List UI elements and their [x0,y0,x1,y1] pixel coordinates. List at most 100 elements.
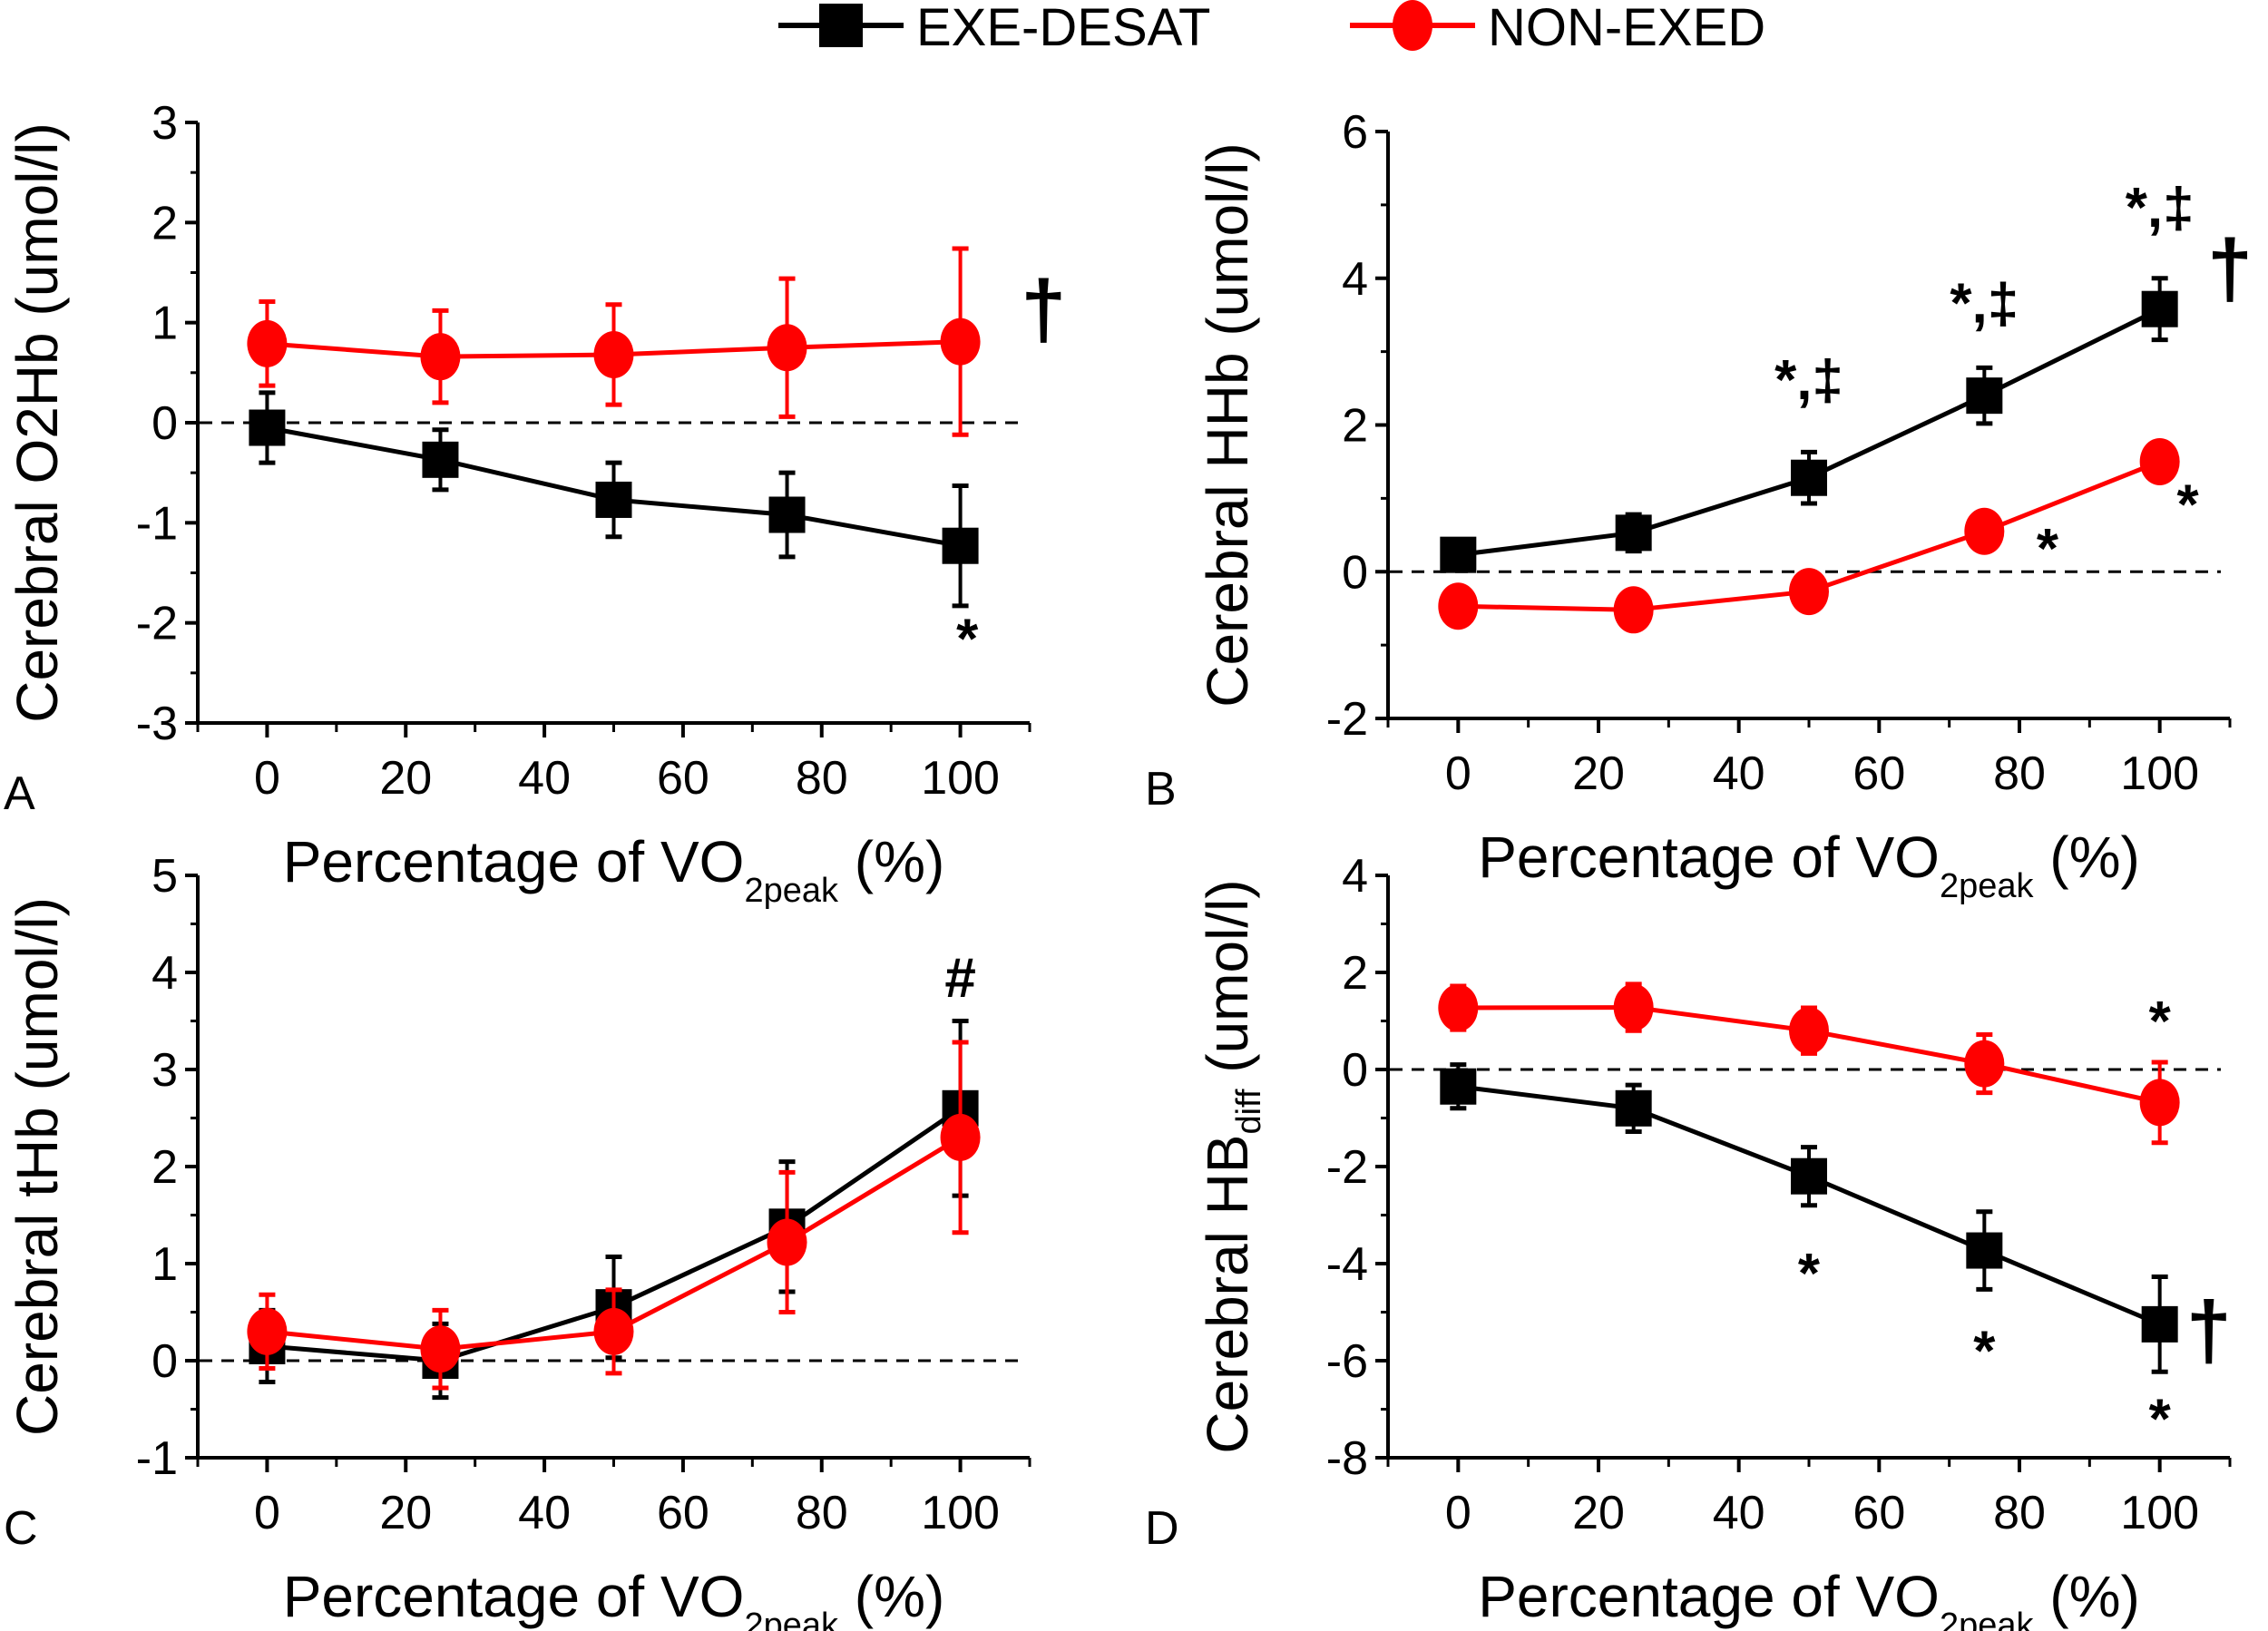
significance-annotation: * [956,608,979,670]
y-tick-label: -1 [136,1432,178,1485]
x-tick-label: 40 [1713,1487,1765,1539]
x-tick-label: 100 [921,752,1000,805]
significance-annotation: * [1973,1321,1996,1383]
significance-annotation: * [2149,991,2172,1053]
y-tick-label: -4 [1326,1238,1368,1291]
data-point-square [1615,1089,1652,1127]
data-point-square [942,527,979,564]
y-tick-label: 2 [152,1141,178,1194]
data-point-circle [1964,507,2005,555]
data-point-square [1791,1157,1827,1195]
legend: EXE-DESAT NON-EXED [778,0,1765,57]
data-point-square [1615,514,1652,552]
y-tick-label: 3 [152,1044,178,1097]
y-axis-title: Cerebral HBdiff (umol/l) [1195,879,1268,1453]
x-tick-label: 40 [518,752,571,805]
y-tick-label: -3 [136,698,178,750]
y-axis-title: Cerebral O2Hb (umol/l) [5,122,70,723]
data-point-square [422,441,459,478]
series-non-exed [247,1040,981,1391]
y-tick-label: 0 [1342,546,1368,599]
significance-annotation: *,‡ [2126,177,2195,239]
panel-c: -1 0 1 2 3 4 5 0 20 40 60 80 100 # Cerebral tHb (umol/… [4,850,1031,1631]
data-point-circle [1438,984,1479,1032]
x-tick-label: 20 [1572,1487,1625,1539]
x-tick-label: 100 [921,1487,1000,1539]
y-tick-label: 6 [1342,106,1368,159]
y-tick-label: 1 [152,1238,178,1291]
x-tick-label: 80 [1993,1487,2046,1539]
x-tick-label: 60 [1853,1487,1905,1539]
significance-annotation: * [2177,474,2200,537]
data-point-square [249,409,286,446]
y-tick-label: 3 [152,97,178,150]
panel-label: D [1145,1502,1179,1555]
x-tick-label: 40 [518,1487,571,1539]
y-axis-title: Cerebral HHb (umol/l) [1195,142,1260,707]
y-tick-label: -6 [1326,1335,1368,1388]
series-exe-desat [249,390,979,609]
data-point-square [768,496,806,533]
series-non-exed [1438,982,2180,1146]
data-point-circle [1613,586,1654,634]
x-tick-label: 80 [1993,747,2046,800]
significance-annotation: * [2149,1389,2172,1451]
data-point-circle [593,330,634,378]
y-tick-label: 4 [1342,850,1368,903]
x-tick-label: 20 [379,752,432,805]
y-tick-label: -2 [1326,693,1368,746]
y-tick-label: 2 [1342,947,1368,1000]
significance-annotation: † [2186,1285,2232,1376]
data-point-square [1966,1232,2003,1269]
significance-annotation: * [1798,1243,1821,1305]
series-non-exed [1438,437,2180,634]
x-axis-title: Percentage of VO2peak (%) [283,829,945,910]
panel-label: B [1145,763,1177,816]
panel-label: C [4,1502,38,1555]
legend-label-non-exed: NON-EXED [1488,0,1765,57]
data-point-square [1966,377,2003,415]
data-point-circle [2139,1079,2180,1127]
y-tick-label: -2 [1326,1141,1368,1194]
y-tick-label: -2 [136,598,178,650]
x-axis-title: Percentage of VO2peak (%) [283,1564,945,1631]
data-point-square [2141,1305,2178,1343]
data-point-square [1791,459,1827,496]
y-tick-label: 0 [152,1335,178,1388]
data-point-square [1440,536,1477,573]
square-marker-icon [819,4,863,47]
data-point-square [595,481,632,518]
x-tick-label: 60 [1853,747,1905,800]
y-tick-label: 0 [152,397,178,450]
y-tick-label: 1 [152,298,178,350]
data-point-circle [1613,983,1654,1031]
data-point-circle [247,1307,288,1355]
x-tick-label: 80 [796,752,848,805]
x-axis-title: Percentage of VO2peak (%) [1478,825,2140,905]
data-point-circle [593,1307,634,1355]
series-non-exed [247,246,981,437]
y-tick-label: 5 [152,850,178,903]
significance-annotation: † [1021,265,1066,356]
x-tick-label: 0 [254,1487,280,1539]
data-point-circle [767,1218,807,1266]
data-point-circle [940,1113,981,1161]
significance-annotation: *,‡ [1950,272,2019,335]
x-tick-label: 20 [1572,747,1625,800]
data-point-circle [1789,568,1829,616]
x-tick-label: 20 [379,1487,432,1539]
data-point-circle [1438,582,1479,630]
circle-marker-icon [1393,0,1432,51]
x-tick-label: 0 [1445,747,1471,800]
series-exe-desat [1440,1062,2178,1374]
x-tick-label: 0 [254,752,280,805]
x-axis-title: Percentage of VO2peak (%) [1478,1564,2140,1631]
y-tick-label: -8 [1326,1432,1368,1485]
data-point-circle [420,1325,461,1373]
panel-a: -3 -2 -1 0 1 2 3 0 20 40 60 80 100 † * Cerebral O2Hb (u… [4,97,1066,910]
y-axis-title: Cerebral tHb (umol/l) [5,897,70,1436]
